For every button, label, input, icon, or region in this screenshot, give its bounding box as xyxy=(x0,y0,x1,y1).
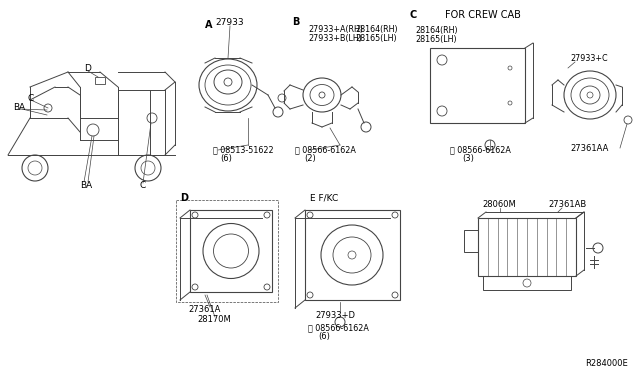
Text: C: C xyxy=(410,10,417,20)
Text: A: A xyxy=(19,103,25,112)
Text: 28165(LH): 28165(LH) xyxy=(355,33,397,42)
Text: 27361A: 27361A xyxy=(188,305,220,314)
Text: E F/KC: E F/KC xyxy=(310,193,339,202)
Bar xyxy=(483,276,571,290)
Text: 27361AA: 27361AA xyxy=(570,144,609,153)
Text: 27933: 27933 xyxy=(216,17,244,26)
Text: Ⓢ 08566-6162A: Ⓢ 08566-6162A xyxy=(308,324,369,333)
Text: (6): (6) xyxy=(220,154,232,163)
Text: A: A xyxy=(205,20,212,30)
Text: C: C xyxy=(27,93,33,103)
Text: 28165(LH): 28165(LH) xyxy=(415,35,456,44)
Text: C: C xyxy=(140,180,147,189)
Text: 28170M: 28170M xyxy=(197,315,231,324)
Text: (2): (2) xyxy=(304,154,316,163)
Text: 27933+D: 27933+D xyxy=(315,311,355,320)
Bar xyxy=(478,218,576,276)
Bar xyxy=(176,200,278,302)
Text: Ⓢ 08566-6162A: Ⓢ 08566-6162A xyxy=(450,145,511,154)
Bar xyxy=(95,77,105,84)
Text: 28164(RH): 28164(RH) xyxy=(355,25,397,33)
Text: D: D xyxy=(84,64,92,73)
Text: Ⓢ 08566-6162A: Ⓢ 08566-6162A xyxy=(295,145,356,154)
Text: Ⓢ 08513-51622: Ⓢ 08513-51622 xyxy=(213,145,274,154)
Text: B: B xyxy=(292,17,300,27)
Bar xyxy=(430,48,525,123)
Text: 27361AB: 27361AB xyxy=(548,199,586,208)
Text: FOR CREW CAB: FOR CREW CAB xyxy=(445,10,521,20)
Text: D: D xyxy=(180,193,188,203)
Text: (6): (6) xyxy=(318,333,330,341)
Bar xyxy=(464,230,478,252)
Bar xyxy=(305,210,400,300)
Text: 28164(RH): 28164(RH) xyxy=(415,26,458,35)
Bar xyxy=(190,210,272,292)
Text: 27933+A(RH): 27933+A(RH) xyxy=(308,25,363,33)
Text: 27933+C: 27933+C xyxy=(570,54,607,62)
Text: 28060M: 28060M xyxy=(482,199,516,208)
Text: 27933+B(LH): 27933+B(LH) xyxy=(308,33,362,42)
Text: B: B xyxy=(80,180,86,189)
Text: R284000E: R284000E xyxy=(585,359,628,368)
Text: B: B xyxy=(13,103,19,112)
Text: (3): (3) xyxy=(462,154,474,163)
Text: A: A xyxy=(86,180,92,189)
